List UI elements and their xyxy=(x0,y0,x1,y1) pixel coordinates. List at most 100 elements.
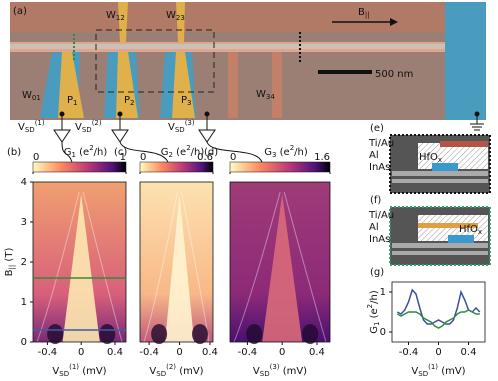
x-axis-label-part: V xyxy=(411,366,418,377)
panel-label: (f) xyxy=(370,195,381,206)
oxide-label: HfOx xyxy=(459,224,482,236)
colorbar-title-part: (e xyxy=(76,147,89,158)
heatmap-feature xyxy=(262,194,303,342)
x-tick-label: -0.4 xyxy=(238,347,258,358)
colorbar-title-part: 2 xyxy=(168,151,172,159)
colorbar-title-part: /h) xyxy=(94,147,108,158)
bias-label-part: SD xyxy=(82,126,92,134)
x-axis-label-part: (1) xyxy=(428,363,438,371)
x-axis-label: VSD(1) (mV) xyxy=(411,363,465,378)
colorbar-tick-label: 0 xyxy=(33,152,39,163)
y-tick-label: 1 xyxy=(21,297,27,308)
region-label-part: 3 xyxy=(187,99,191,107)
layer-label: Al xyxy=(369,150,379,161)
y-axis-label-part: G xyxy=(369,326,380,334)
x-axis-label-part: V xyxy=(149,366,156,377)
panel-label: (a) xyxy=(13,6,27,17)
region-label-part: 2 xyxy=(130,99,134,107)
region-label-part: W xyxy=(256,89,266,100)
y-tick-label: 3 xyxy=(21,217,27,228)
aluminium xyxy=(448,235,474,243)
heatmap-feature xyxy=(151,324,168,344)
y-axis-label-part: /h) xyxy=(369,290,380,304)
x-axis-label: VSD(3) (mV) xyxy=(253,363,307,378)
heatmap-feature xyxy=(164,194,195,342)
y-axis-label-part: || xyxy=(8,265,16,270)
bias-label: VSD(2) xyxy=(75,119,102,134)
colorbar-title-part: 2 xyxy=(186,144,190,152)
heatmap-feature xyxy=(302,324,319,344)
region-label: P3 xyxy=(181,95,192,107)
y-tick-label: 0 xyxy=(21,337,27,348)
colorbar-tick-label: 1 xyxy=(120,152,126,163)
panel-label: (c) xyxy=(114,147,127,158)
heatmap-feature xyxy=(191,324,208,344)
region-label-part: W xyxy=(106,10,116,21)
field-label: B|| xyxy=(358,7,370,19)
colorbar xyxy=(229,161,331,173)
y-axis-label-part: 2 xyxy=(366,304,374,308)
heatmap-feature xyxy=(246,324,263,344)
colorbar-title-part: G xyxy=(64,147,72,158)
data-line xyxy=(396,288,481,325)
substrate xyxy=(392,243,488,248)
colorbar-tick-label: 0 xyxy=(140,152,146,163)
bias-label: VSD(3) xyxy=(168,119,195,134)
bias-label-part: SD xyxy=(175,126,185,134)
panel-label: (d) xyxy=(204,147,218,158)
colorbar-title-part: G xyxy=(264,147,272,158)
region-label: P2 xyxy=(124,95,135,107)
oxide-label-part: HfO xyxy=(459,224,478,235)
x-tick-label: -0.4 xyxy=(38,347,58,358)
x-axis-label-part: SD xyxy=(418,370,428,378)
x-axis-label-part: V xyxy=(253,366,260,377)
data-line xyxy=(396,309,480,329)
x-tick-label: 0.4 xyxy=(461,347,477,358)
layer-label: InAs xyxy=(369,234,390,245)
bias-label-part: V xyxy=(168,122,175,133)
bias-label-part: V xyxy=(75,122,82,133)
x-axis-label-part: (mV) xyxy=(280,366,308,377)
colorbar-title-part: 1 xyxy=(71,151,75,159)
bias-label-part: (3) xyxy=(185,119,195,127)
bias-label-part: V xyxy=(18,122,25,133)
colorbar-tick-label: 1.6 xyxy=(314,152,330,163)
x-axis-label-part: (mV) xyxy=(79,366,107,377)
x-axis-label-part: V xyxy=(52,366,59,377)
y-tick-label: 0 xyxy=(380,327,386,338)
region-label-part: W xyxy=(22,90,32,101)
x-axis-label: VSD(1) (mV) xyxy=(52,363,106,378)
metal xyxy=(440,141,488,147)
y-tick-label: 2 xyxy=(21,257,27,268)
colorbar-title-part: 3 xyxy=(272,151,276,159)
y-tick-label: 1 xyxy=(380,287,386,298)
y-axis-label-part: 1 xyxy=(373,322,381,326)
region-label: W23 xyxy=(166,10,185,22)
x-axis-label-part: (3) xyxy=(270,363,280,371)
x-tick-label: 0 xyxy=(176,347,182,358)
colorbar xyxy=(32,161,127,173)
region-label: W34 xyxy=(256,89,275,101)
substrate xyxy=(392,171,488,176)
colorbar xyxy=(139,161,214,173)
oxide-label-part: HfO xyxy=(419,152,438,163)
heatmap-feature xyxy=(36,191,80,343)
x-axis-label-part: (mV) xyxy=(176,366,204,377)
layer-label: Ti/Au xyxy=(368,138,394,149)
field-label-part: || xyxy=(365,11,370,19)
colorbar-title-part: 2 xyxy=(89,144,93,152)
heatmap-feature xyxy=(99,324,116,344)
plot-frame xyxy=(229,181,331,343)
x-axis-label-part: SD xyxy=(156,370,166,378)
plot-frame xyxy=(139,181,214,343)
amplifiers xyxy=(53,111,263,163)
region-label-part: P xyxy=(124,95,130,106)
heatmap-feature xyxy=(283,191,327,343)
oxide-label-part: x xyxy=(438,156,442,164)
layer-label: Al xyxy=(369,222,379,233)
bias-label-part: (1) xyxy=(35,119,45,127)
oxide-label-part: x xyxy=(478,228,482,236)
region-label-part: 01 xyxy=(32,94,41,102)
x-axis-label-part: (mV) xyxy=(438,366,466,377)
